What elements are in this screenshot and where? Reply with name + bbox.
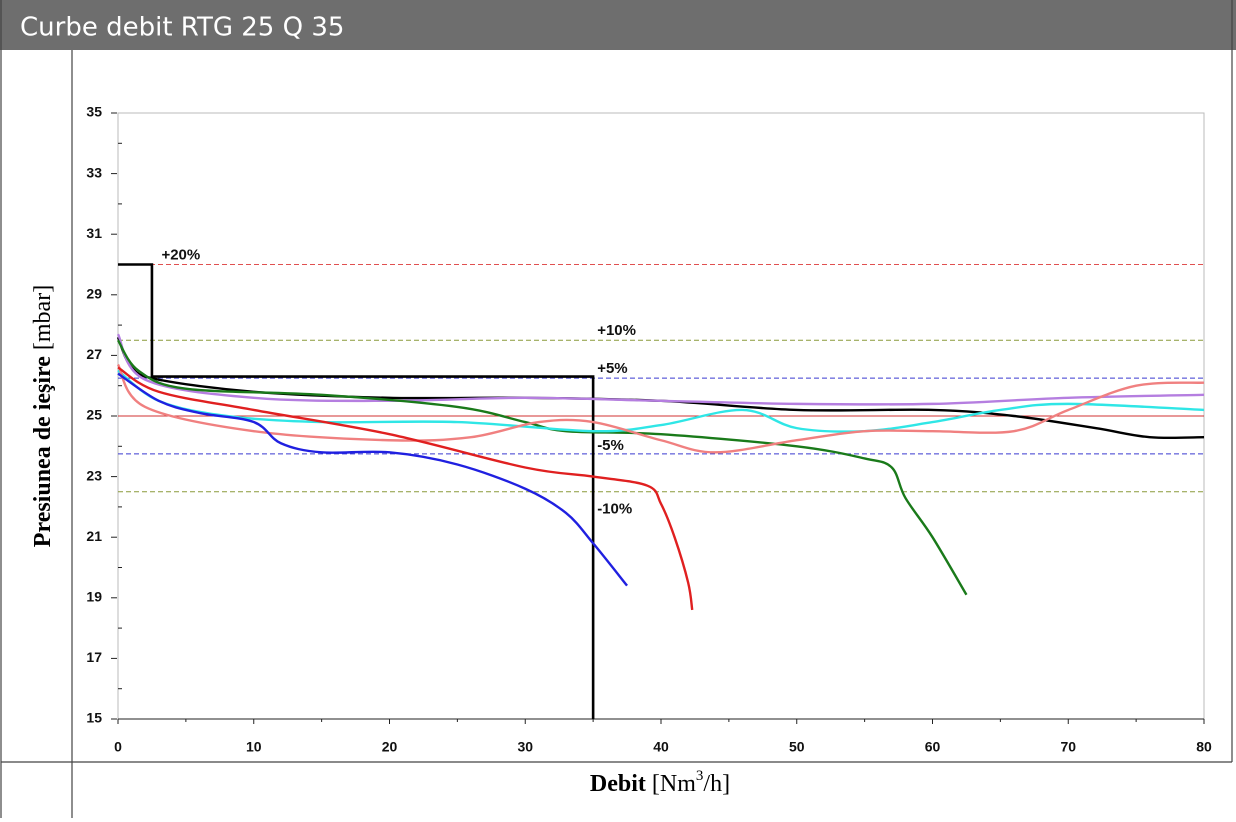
y-label: Presiunea de ieşire — [30, 356, 56, 547]
x-tick-label: 50 — [789, 739, 805, 755]
x-label: Debit — [590, 771, 646, 797]
y-unit: [mbar] — [30, 285, 56, 350]
reference-label: -10% — [597, 501, 632, 518]
y-tick-label: 35 — [86, 104, 102, 120]
series-line — [116, 333, 1205, 406]
x-tick-label: 10 — [246, 739, 262, 755]
y-tick-label: 21 — [86, 528, 102, 544]
y-axis-label: Presiunea de ieşire [mbar] — [30, 285, 56, 547]
x-unit: [Nm — [652, 771, 696, 797]
x-unit-sup: 3 — [696, 768, 704, 784]
x-axis-label: Debit [Nm3/h] — [590, 768, 730, 796]
chart-title: Curbe debit RTG 25 Q 35 — [20, 13, 344, 43]
y-tick-label: 31 — [86, 225, 102, 241]
series-line — [117, 369, 1205, 433]
x-tick-label: 70 — [1060, 739, 1076, 755]
x-tick-label: 30 — [517, 739, 533, 755]
x-tick-label: 0 — [114, 739, 122, 755]
header-bar — [0, 0, 1236, 50]
y-tick-label: 15 — [86, 710, 102, 726]
x-unit: /h] — [703, 771, 730, 797]
reference-label: +20% — [161, 246, 200, 263]
y-tick-label: 19 — [86, 589, 102, 605]
x-tick-label: 80 — [1196, 739, 1212, 755]
reference-label: +10% — [597, 322, 636, 339]
y-tick-label: 17 — [86, 649, 102, 665]
series-line — [117, 366, 694, 611]
series-line — [117, 372, 629, 587]
reference-label: -5% — [597, 437, 624, 454]
series-line — [116, 363, 1205, 454]
x-tick-label: 20 — [382, 739, 398, 755]
reference-label: +5% — [597, 360, 627, 377]
y-tick-label: 29 — [86, 286, 102, 302]
y-tick-label: 33 — [86, 164, 102, 180]
series-line — [118, 263, 595, 719]
x-tick-label: 40 — [653, 739, 669, 755]
x-tick-label: 60 — [925, 739, 941, 755]
y-tick-label: 23 — [86, 467, 102, 483]
y-tick-label: 27 — [86, 346, 102, 362]
y-tick-label: 25 — [86, 407, 102, 423]
